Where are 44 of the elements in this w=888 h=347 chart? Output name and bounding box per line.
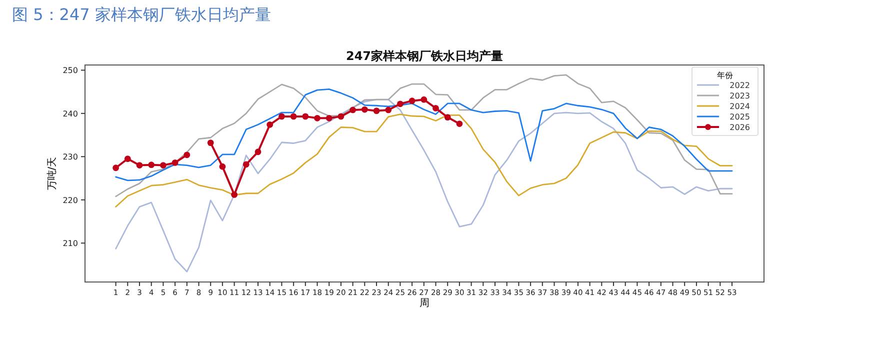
point	[242, 161, 250, 168]
point	[432, 105, 439, 112]
legend-label: 2026	[730, 123, 750, 132]
point	[302, 113, 309, 120]
legend-label: 2023	[730, 92, 750, 100]
y-tick-label: 240	[62, 109, 78, 118]
y-axis-title: 万吨/天	[46, 156, 58, 190]
point	[314, 114, 320, 122]
point	[184, 152, 190, 158]
legend-label: 2022	[730, 81, 750, 90]
point	[278, 113, 285, 120]
point	[219, 163, 226, 170]
point	[172, 159, 178, 166]
x-axis-title: 周	[420, 298, 430, 309]
y-tick-label: 250	[62, 66, 78, 76]
point	[254, 148, 262, 156]
point	[124, 156, 131, 162]
point	[350, 106, 356, 114]
chart-title: 图 5：247 家样本钢厂铁水日均产量	[12, 5, 271, 24]
y-tick-label: 220	[62, 196, 78, 205]
point	[112, 164, 120, 172]
point	[385, 106, 392, 114]
point	[148, 162, 155, 168]
point	[444, 114, 451, 121]
legend-label: 2025	[730, 112, 750, 122]
legend-label: 2024	[730, 102, 750, 111]
point	[361, 106, 368, 113]
legend-title: 年份	[717, 71, 733, 80]
y-tick-label: 210	[62, 239, 78, 248]
point	[231, 191, 238, 198]
point	[290, 113, 297, 120]
point	[136, 162, 143, 168]
point	[266, 121, 274, 128]
point	[397, 100, 404, 108]
point	[373, 108, 380, 114]
point	[456, 120, 463, 127]
chart-subtitle: 247家样本钢厂铁水日均产量	[346, 49, 504, 63]
point	[160, 162, 166, 168]
point	[408, 98, 416, 104]
point	[420, 96, 428, 103]
y-tick-label: 230	[62, 152, 78, 162]
point	[338, 113, 344, 120]
point	[326, 114, 332, 122]
point	[207, 140, 214, 146]
